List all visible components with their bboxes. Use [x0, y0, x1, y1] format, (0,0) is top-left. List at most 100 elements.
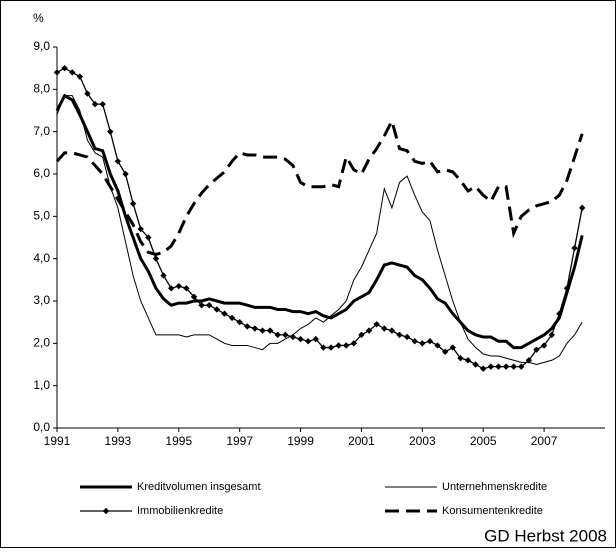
point: [206, 302, 213, 309]
point: [236, 318, 243, 326]
point: [129, 200, 137, 207]
point: [266, 327, 274, 334]
legend-label: Unternehmenskredite: [442, 481, 547, 493]
point: [190, 293, 198, 300]
point: [175, 282, 182, 290]
x-tick-label: 1993: [105, 434, 132, 448]
point: [396, 331, 403, 339]
point: [556, 310, 563, 317]
point: [320, 344, 327, 351]
point: [563, 285, 571, 292]
y-tick-label: 8,0: [33, 82, 50, 96]
point: [350, 340, 358, 347]
legend-label: Immobilienkredite: [137, 505, 223, 517]
y-tick-label: 3,0: [33, 293, 50, 307]
point: [510, 363, 517, 370]
point: [259, 327, 266, 334]
point: [114, 158, 122, 165]
x-tick-label: 2001: [348, 434, 375, 448]
series-line: [55, 116, 584, 256]
y-tick-label: 9,0: [33, 39, 50, 53]
x-tick-label: 2007: [531, 434, 558, 448]
point: [388, 327, 396, 334]
y-tick-label: 1,0: [33, 378, 50, 392]
x-tick-label: 1999: [287, 434, 314, 448]
point: [426, 338, 434, 345]
x-tick-label: 1991: [44, 434, 71, 448]
point: [274, 331, 281, 339]
source: GD Herbst 2008: [484, 526, 607, 545]
point: [472, 361, 479, 368]
point: [122, 170, 129, 178]
point: [548, 331, 555, 339]
point: [533, 346, 540, 353]
point: [289, 333, 297, 341]
point: [228, 314, 236, 322]
series-line: [55, 93, 584, 350]
point: [91, 100, 99, 108]
point: [244, 323, 251, 330]
point: [373, 321, 380, 328]
point: [403, 333, 411, 341]
point: [297, 335, 304, 343]
point: [84, 90, 91, 97]
x-tick-label: 1997: [226, 434, 253, 448]
point: [251, 325, 259, 332]
point: [335, 342, 342, 349]
point: [502, 363, 510, 370]
point: [76, 73, 84, 80]
x-tick-label: 2003: [409, 434, 436, 448]
point: [213, 306, 221, 313]
series-line: [56, 67, 583, 370]
legend-marker: [102, 507, 110, 515]
y-tick-label: 6,0: [33, 166, 50, 180]
point: [343, 342, 350, 349]
point: [53, 69, 61, 76]
point: [152, 255, 160, 262]
point: [419, 340, 426, 347]
point: [99, 100, 106, 108]
x-tick-label: 1995: [165, 434, 192, 448]
point: [441, 348, 449, 355]
point: [61, 64, 68, 72]
y-tick-label: 5,0: [33, 209, 50, 223]
point: [365, 327, 373, 334]
point: [381, 325, 388, 332]
point: [198, 302, 205, 309]
point: [282, 331, 289, 339]
legend-label: Konsumentenkredite: [442, 505, 543, 517]
x-tick-label: 2005: [470, 434, 497, 448]
point: [107, 128, 114, 135]
point: [167, 285, 175, 292]
point: [304, 338, 312, 345]
point: [540, 342, 548, 349]
point: [495, 363, 502, 370]
point: [480, 365, 487, 372]
point: [464, 357, 472, 364]
y-tick-label: 7,0: [33, 124, 50, 138]
point: [571, 244, 578, 252]
point: [69, 69, 76, 76]
point: [487, 363, 495, 370]
legend-label: Kreditvolumen insgesamt: [137, 481, 261, 493]
point: [411, 338, 418, 345]
point: [578, 204, 586, 212]
point: [137, 225, 144, 233]
point: [434, 342, 441, 349]
point: [525, 357, 533, 364]
point: [358, 331, 365, 339]
point: [457, 354, 464, 362]
y-tick-label: 2,0: [33, 336, 50, 350]
y-tick-label: 0,0: [33, 420, 50, 434]
point: [327, 344, 335, 351]
point: [160, 272, 167, 279]
point: [183, 285, 190, 292]
point: [518, 363, 525, 370]
point: [449, 344, 456, 351]
point: [221, 310, 228, 317]
point: [145, 234, 152, 241]
series-line: [56, 95, 583, 366]
y-tick-label: 4,0: [33, 251, 50, 265]
